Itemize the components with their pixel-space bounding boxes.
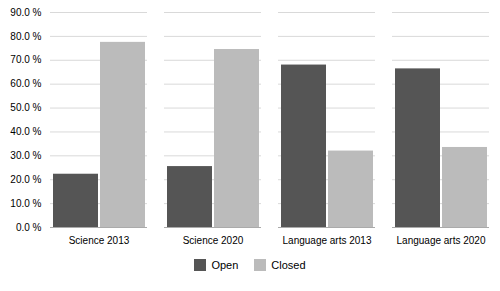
- svg-text:Language arts 2020: Language arts 2020: [397, 235, 486, 246]
- svg-text:50.0 %: 50.0 %: [10, 102, 41, 113]
- svg-text:Language arts 2013: Language arts 2013: [283, 235, 372, 246]
- svg-text:60.0 %: 60.0 %: [10, 78, 41, 89]
- svg-text:40.0 %: 40.0 %: [10, 126, 41, 137]
- html-text:Closed: Closed: [271, 259, 306, 271]
- svg-text:80.0 %: 80.0 %: [10, 31, 41, 42]
- svg-text:10.0 %: 10.0 %: [10, 198, 41, 209]
- svg-text:20.0 %: 20.0 %: [10, 174, 41, 185]
- svg-text:Science 2020: Science 2020: [183, 235, 244, 246]
- svg-text:0.0 %: 0.0 %: [16, 222, 42, 233]
- svg-text:30.0 %: 30.0 %: [10, 150, 41, 161]
- svg-text:90.0 %: 90.0 %: [10, 7, 41, 18]
- svg-text:70.0 %: 70.0 %: [10, 54, 41, 65]
- html-text:Open: Open: [211, 259, 239, 271]
- svg-text:Science 2013: Science 2013: [69, 235, 130, 246]
